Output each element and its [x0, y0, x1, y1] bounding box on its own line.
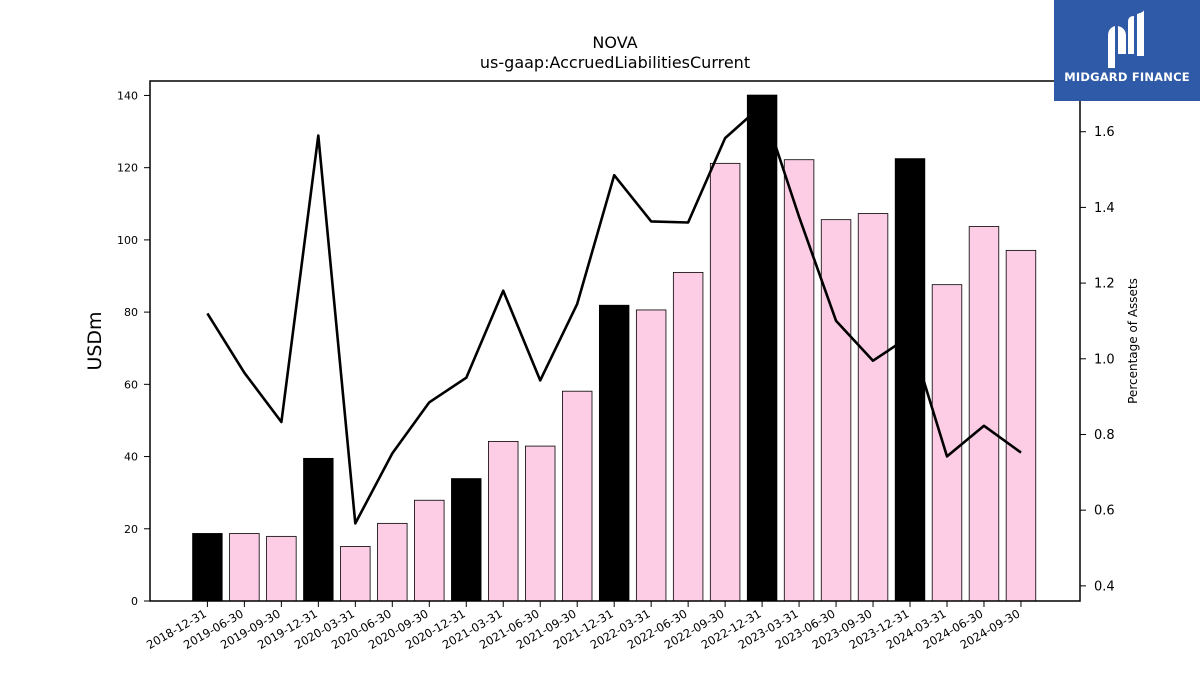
plot-frame	[149, 80, 1081, 602]
bar	[525, 445, 556, 602]
y-tick-label: 80	[124, 306, 138, 319]
chart-subtitle: us-gaap:AccruedLiabilitiesCurrent	[480, 53, 750, 72]
chart-title: NOVA	[592, 33, 637, 52]
bar	[562, 390, 593, 602]
bar	[598, 304, 630, 602]
percentage-line	[206, 103, 1022, 525]
y2-tick-label: 0.8	[1094, 428, 1115, 443]
y-tick-label: 120	[117, 162, 138, 175]
y2-tick-label: 1.6	[1094, 125, 1115, 140]
bar	[377, 522, 408, 602]
y-tick-label: 100	[117, 234, 138, 247]
y-axis-label: USDm	[84, 311, 106, 370]
bar	[746, 94, 778, 602]
bar	[229, 533, 260, 602]
bar	[1005, 249, 1037, 602]
bar	[931, 284, 963, 602]
bar	[820, 219, 852, 602]
y-tick-label: 60	[124, 378, 138, 391]
y-tick-label: 40	[124, 451, 138, 464]
y-tick-label: 0	[131, 595, 138, 608]
y2-tick-label: 0.4	[1094, 579, 1115, 594]
bar	[192, 533, 223, 602]
y2-tick-label: 1.0	[1094, 352, 1115, 367]
y-tick-label: 20	[124, 523, 138, 536]
y-tick-label: 140	[117, 89, 138, 102]
logo-text: MIDGARD FINANCE	[1064, 70, 1190, 84]
y2-tick-label: 1.2	[1094, 277, 1115, 292]
logo-mark-icon	[1108, 10, 1144, 68]
bar	[894, 158, 926, 602]
y2-tick-label: 1.4	[1094, 201, 1115, 216]
bar	[857, 213, 889, 602]
y2-axis-label: Percentage of Assets	[1126, 278, 1140, 404]
y2-tick-label: 0.6	[1094, 504, 1115, 519]
bar	[968, 226, 1000, 602]
bar	[451, 478, 482, 602]
bar	[340, 546, 371, 602]
bar	[414, 499, 445, 602]
midgard-finance-logo: MIDGARD FINANCE	[1054, 0, 1200, 101]
bar	[266, 535, 297, 602]
bar	[709, 162, 741, 602]
bar	[635, 309, 667, 602]
bar	[672, 271, 704, 602]
bar	[303, 457, 334, 602]
bar	[488, 440, 519, 602]
bar	[783, 159, 815, 602]
